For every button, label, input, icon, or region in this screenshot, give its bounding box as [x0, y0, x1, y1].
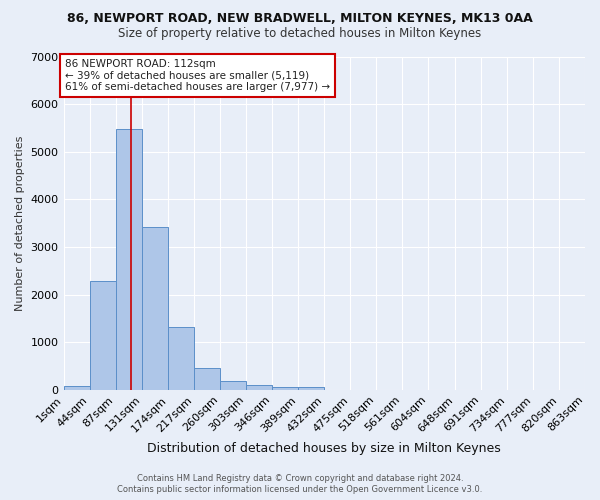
- Bar: [272, 386, 298, 390]
- Text: 86, NEWPORT ROAD, NEW BRADWELL, MILTON KEYNES, MK13 0AA: 86, NEWPORT ROAD, NEW BRADWELL, MILTON K…: [67, 12, 533, 26]
- Bar: [116, 129, 142, 390]
- X-axis label: Distribution of detached houses by size in Milton Keynes: Distribution of detached houses by size …: [148, 442, 501, 455]
- Bar: [246, 385, 272, 390]
- Text: Size of property relative to detached houses in Milton Keynes: Size of property relative to detached ho…: [118, 28, 482, 40]
- Bar: [298, 386, 324, 390]
- Bar: [64, 386, 89, 390]
- Bar: [220, 381, 246, 390]
- Y-axis label: Number of detached properties: Number of detached properties: [15, 136, 25, 311]
- Bar: [142, 227, 168, 390]
- Bar: [168, 328, 194, 390]
- Text: Contains HM Land Registry data © Crown copyright and database right 2024.
Contai: Contains HM Land Registry data © Crown c…: [118, 474, 482, 494]
- Text: 86 NEWPORT ROAD: 112sqm
← 39% of detached houses are smaller (5,119)
61% of semi: 86 NEWPORT ROAD: 112sqm ← 39% of detache…: [65, 59, 330, 92]
- Bar: [194, 368, 220, 390]
- Bar: [89, 282, 116, 390]
